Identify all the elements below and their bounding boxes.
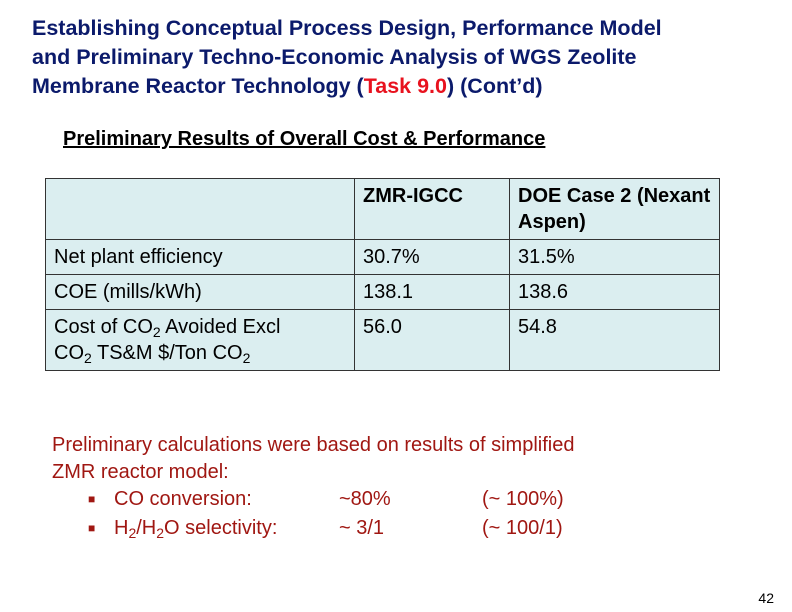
zmr-value: 138.1 [354, 274, 510, 310]
doe-value: 31.5% [509, 239, 720, 275]
bullet-label: CO conversion: [114, 488, 252, 510]
bullet-square-icon: ■ [88, 521, 96, 535]
subscript: 2 [84, 350, 92, 366]
zmr-value: 56.0 [354, 309, 510, 371]
table-row: COE (mills/kWh) 138.1 138.6 [45, 274, 720, 310]
doe-value: 54.8 [509, 309, 720, 371]
label-text: Cost of CO [54, 316, 153, 338]
table-header-row: ZMR-IGCC DOE Case 2 (Nexant Aspen) [45, 178, 720, 240]
row-label: COE (mills/kWh) [45, 274, 355, 310]
title-line-3-prefix: Membrane Reactor Technology ( [32, 74, 364, 98]
note-line-1: Preliminary calculations were based on r… [52, 434, 575, 456]
slide-title-line-3: Membrane Reactor Technology (Task 9.0) (… [32, 72, 772, 101]
section-subtitle: Preliminary Results of Overall Cost & Pe… [63, 128, 546, 150]
label-text: H [114, 517, 129, 539]
label-text: TS&M $/Ton CO [91, 342, 243, 364]
note-line-2: ZMR reactor model: [52, 461, 229, 483]
table-row: Cost of CO2 Avoided Excl CO2 TS&M $/Ton C… [45, 309, 720, 371]
subscript: 2 [242, 350, 251, 366]
slide-title-line-1: Establishing Conceptual Process Design, … [32, 16, 662, 40]
header-cell-zmr-igcc: ZMR-IGCC [354, 178, 510, 240]
bullet-square-icon: ■ [88, 492, 96, 506]
bullet-value: ~80% [339, 488, 391, 510]
page-number: 42 [758, 590, 774, 606]
label-text: /H [136, 517, 157, 539]
bullet-value: ~ 3/1 [339, 517, 385, 539]
results-table: ZMR-IGCC DOE Case 2 (Nexant Aspen) Net p… [45, 178, 720, 371]
bullet-reference: (~ 100%) [482, 488, 564, 510]
header-cell-empty [45, 178, 355, 240]
subscript: 2 [156, 525, 165, 541]
title-line-3-suffix: ) (Cont’d) [447, 74, 543, 98]
task-label: Task 9.0 [363, 74, 447, 98]
zmr-value: 30.7% [354, 239, 510, 275]
list-item: ■ CO conversion: ~80% (~ 100%) [52, 486, 752, 515]
bullet-label: H2/H2O selectivity: [114, 515, 277, 542]
slide-title-line-2: and Preliminary Techno-Economic Analysis… [32, 45, 637, 69]
list-item: ■ H2/H2O selectivity: ~ 3/1 (~ 100/1) [52, 515, 752, 544]
doe-value: 138.6 [509, 274, 720, 310]
slide-title: Establishing Conceptual Process Design, … [32, 14, 772, 101]
label-text: O selectivity: [164, 517, 278, 539]
preliminary-note: Preliminary calculations were based on r… [52, 432, 752, 544]
bullet-list: ■ CO conversion: ~80% (~ 100%) ■ H2/H2O … [52, 486, 752, 544]
table-row: Net plant efficiency 30.7% 31.5% [45, 239, 720, 275]
label-text: CO [54, 342, 84, 364]
header-cell-doe-case-2: DOE Case 2 (Nexant Aspen) [509, 178, 720, 240]
label-text: Avoided Excl [160, 316, 281, 338]
row-label: Cost of CO2 Avoided Excl CO2 TS&M $/Ton C… [45, 309, 355, 371]
subscript: 2 [128, 525, 137, 541]
row-label: Net plant efficiency [45, 239, 355, 275]
subscript: 2 [152, 324, 161, 340]
bullet-reference: (~ 100/1) [482, 517, 563, 539]
